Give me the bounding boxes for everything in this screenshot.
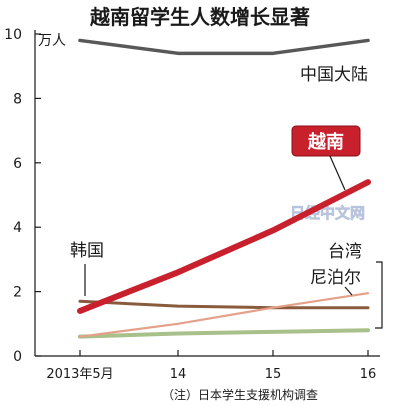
y-tick-label: 0 (13, 349, 22, 365)
series-line (78, 38, 370, 56)
series-label: 尼泊尔 (310, 268, 361, 288)
axes: 0 2 4 6 8 10 2013年5月 14 15 16 (4, 27, 380, 382)
callout-line (344, 286, 353, 296)
source-note: （注）日本学生支援机构调查 (162, 387, 318, 402)
y-tick-label: 10 (4, 27, 22, 43)
series-line (78, 328, 370, 339)
series-label: 中国大陆 (300, 65, 368, 85)
series-line (78, 299, 370, 310)
x-tick-label: 14 (170, 367, 187, 382)
x-tick-label: 2013年5月 (46, 367, 113, 382)
series-line (77, 179, 371, 314)
y-tick-label: 6 (13, 156, 22, 172)
watermark: 日经中文网 (290, 204, 365, 222)
series-label: 韩国 (70, 241, 104, 261)
series-label: 台湾 (328, 242, 362, 262)
y-tick-label: 8 (13, 91, 22, 107)
chart-title: 越南留学生人数增长显著 (89, 5, 310, 29)
series-group (77, 38, 371, 339)
x-tick-label: 15 (265, 367, 282, 382)
highlight-badge (291, 125, 361, 157)
y-unit-label: 万人 (38, 33, 66, 49)
y-tick-label: 4 (13, 220, 22, 236)
callout-line (329, 155, 346, 191)
x-tick-label: 16 (360, 367, 377, 382)
y-tick-label: 2 (13, 285, 22, 301)
callout-line (375, 261, 383, 329)
series-line (78, 292, 370, 338)
series-label: 越南 (307, 131, 344, 153)
